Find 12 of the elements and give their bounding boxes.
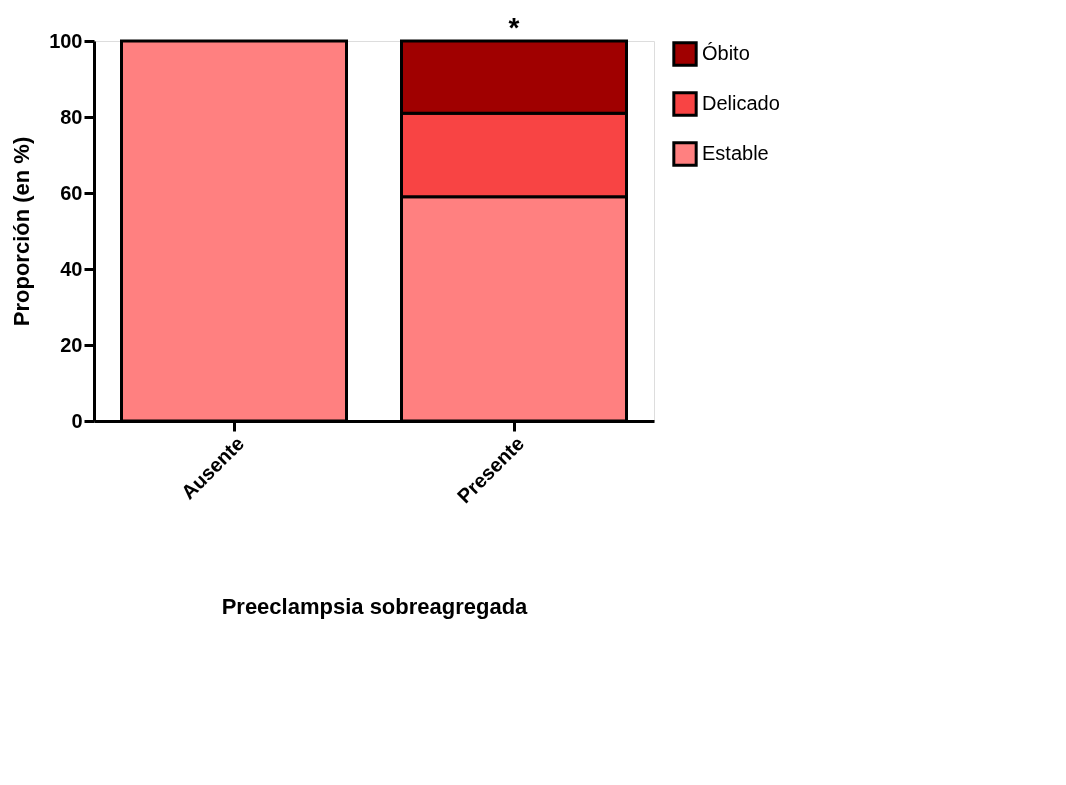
y-tick-label: 60 (60, 181, 83, 204)
y-tick-label: 40 (60, 257, 83, 280)
annotation: * (508, 12, 520, 43)
legend-label: Delicado (702, 92, 780, 114)
x-axis-title: Preeclampsia sobreagregada (221, 594, 529, 620)
y-tick-label: 100 (49, 29, 83, 52)
legend-label: Óbito (702, 42, 750, 64)
y-axis-title: Proporción (en %) (9, 136, 35, 327)
legend-label: Estable (702, 142, 769, 164)
y-tick-label: 0 (71, 409, 83, 432)
y-tick-label: 80 (60, 105, 83, 128)
y-tick-label: 20 (60, 333, 83, 356)
